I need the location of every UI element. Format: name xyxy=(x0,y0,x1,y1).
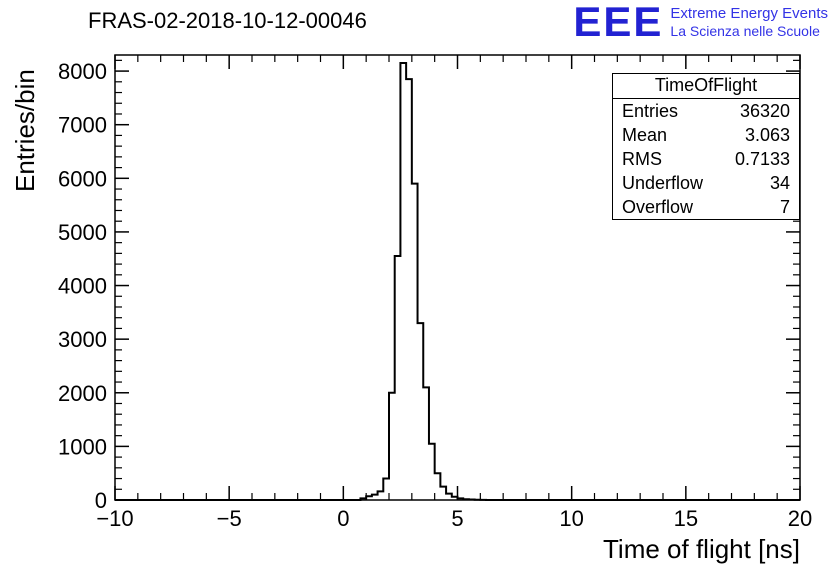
svg-text:2000: 2000 xyxy=(58,381,107,406)
stats-value: 3.063 xyxy=(744,125,790,145)
stats-box-title: TimeOfFlight xyxy=(613,74,799,99)
x-axis-title: Time of flight [ns] xyxy=(603,534,800,564)
svg-text:8000: 8000 xyxy=(58,59,107,84)
stats-value: 34 xyxy=(769,173,790,193)
stats-label: Mean xyxy=(622,125,668,145)
stats-row: Mean 3.063 xyxy=(613,123,799,147)
svg-text:0: 0 xyxy=(337,506,349,531)
svg-text:3000: 3000 xyxy=(58,327,107,352)
stats-label: Underflow xyxy=(622,173,704,193)
svg-text:1000: 1000 xyxy=(58,434,107,459)
eee-logo-line1: Extreme Energy Events xyxy=(670,4,828,22)
stats-value: 7 xyxy=(779,197,790,217)
stats-label: RMS xyxy=(622,149,662,169)
svg-text:15: 15 xyxy=(674,506,698,531)
svg-text:0: 0 xyxy=(95,488,107,513)
y-axis-title: Entries/bin xyxy=(10,69,40,192)
svg-text:4000: 4000 xyxy=(58,274,107,299)
svg-text:20: 20 xyxy=(788,506,812,531)
eee-logo: EEE Extreme Energy Events La Scienza nel… xyxy=(573,0,828,45)
eee-logo-subtitle: Extreme Energy Events La Scienza nelle S… xyxy=(670,5,828,40)
plot-title: FRAS-02-2018-10-12-00046 xyxy=(88,8,367,33)
svg-text:7000: 7000 xyxy=(58,113,107,138)
stats-label: Overflow xyxy=(622,197,694,217)
svg-text:5: 5 xyxy=(451,506,463,531)
svg-text:−10: −10 xyxy=(96,506,133,531)
stats-label: Entries xyxy=(622,101,679,121)
svg-text:−5: −5 xyxy=(217,506,242,531)
svg-text:6000: 6000 xyxy=(58,166,107,191)
svg-text:5000: 5000 xyxy=(58,220,107,245)
stats-value: 36320 xyxy=(739,101,790,121)
stats-value: 0.7133 xyxy=(734,149,790,169)
eee-logo-line2: La Scienza nelle Scuole xyxy=(670,22,820,39)
stats-row: Underflow 34 xyxy=(613,171,799,195)
stats-box: TimeOfFlight Entries 36320 Mean 3.063 RM… xyxy=(612,73,800,220)
eee-logo-text: EEE xyxy=(573,0,664,45)
stats-row: RMS 0.7133 xyxy=(613,147,799,171)
stats-row: Entries 36320 xyxy=(613,99,799,123)
stats-row: Overflow 7 xyxy=(613,195,799,219)
svg-text:10: 10 xyxy=(559,506,583,531)
